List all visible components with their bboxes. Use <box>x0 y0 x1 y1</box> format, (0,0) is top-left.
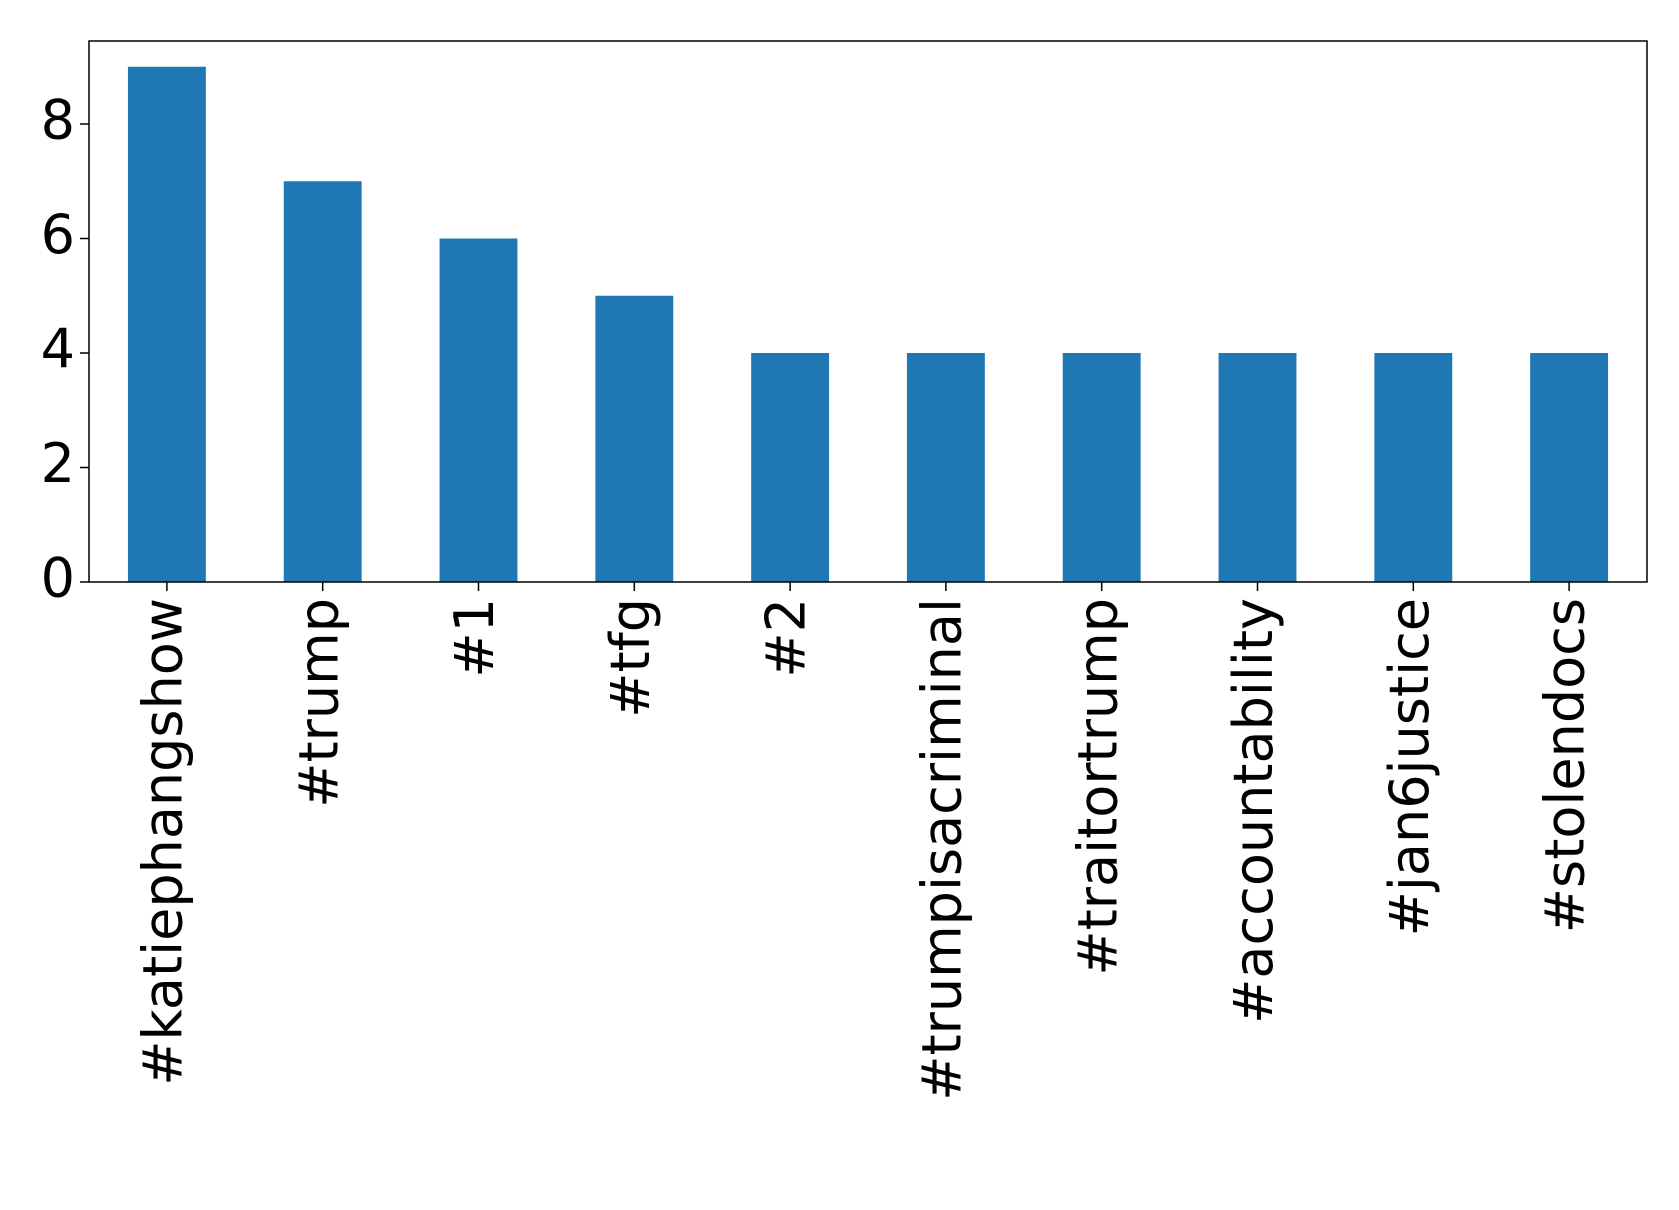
y-tick-label: 4 <box>41 318 75 381</box>
bar <box>1218 353 1297 582</box>
y-tick-label: 8 <box>41 89 75 152</box>
x-tick-label: #traitortrump <box>1066 598 1129 976</box>
y-tick-label: 6 <box>41 203 75 266</box>
x-tick-label: #tfg <box>599 598 662 718</box>
x-tick-label: #accountability <box>1222 598 1285 1024</box>
y-tick-label: 0 <box>41 547 75 610</box>
x-tick-label: #2 <box>755 598 818 678</box>
y-tick-label: 2 <box>41 432 75 495</box>
bar <box>1374 353 1453 582</box>
plot-frame <box>88 40 1648 583</box>
bar <box>127 66 206 582</box>
x-tick-label: #jan6justice <box>1378 598 1441 936</box>
bar <box>906 353 985 582</box>
x-tick-label: #stolendocs <box>1534 598 1597 933</box>
x-tick-label: #1 <box>443 598 506 678</box>
bar <box>283 181 362 582</box>
x-tick-label: #trump <box>287 598 350 808</box>
bar <box>751 353 830 582</box>
x-tick-label: #trumpisacriminal <box>911 598 974 1101</box>
x-tick-label: #katiephangshow <box>132 598 195 1086</box>
bar <box>439 238 518 582</box>
bar <box>1530 353 1609 582</box>
bar <box>1062 353 1141 582</box>
bar <box>595 295 674 582</box>
